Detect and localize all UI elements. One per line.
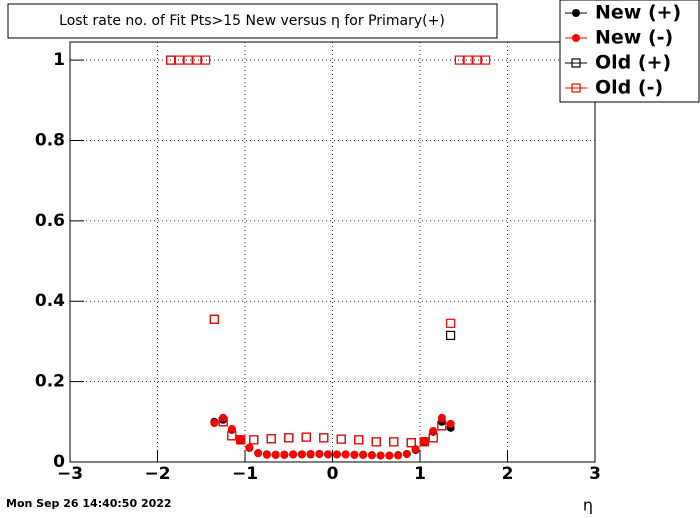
point bbox=[201, 55, 211, 65]
point bbox=[394, 451, 403, 460]
point bbox=[192, 55, 202, 65]
x-tick-label: −2 bbox=[144, 464, 170, 484]
legend-label: Old (-) bbox=[595, 77, 663, 99]
point bbox=[324, 450, 333, 459]
point bbox=[420, 437, 429, 446]
legend-marker bbox=[571, 83, 581, 93]
point bbox=[446, 318, 456, 328]
point bbox=[472, 55, 482, 65]
legend-box bbox=[559, 0, 700, 103]
legend-label: New (+) bbox=[595, 2, 681, 24]
point bbox=[236, 435, 246, 445]
point bbox=[210, 419, 219, 428]
point bbox=[406, 438, 416, 448]
point bbox=[183, 55, 193, 65]
point bbox=[481, 55, 491, 65]
point bbox=[280, 450, 289, 459]
point bbox=[284, 433, 294, 443]
point bbox=[429, 427, 438, 436]
point bbox=[245, 443, 254, 452]
point bbox=[289, 450, 298, 459]
point bbox=[350, 450, 359, 459]
point bbox=[227, 431, 237, 441]
point bbox=[336, 434, 346, 444]
point bbox=[463, 55, 473, 65]
point bbox=[437, 413, 446, 422]
point bbox=[227, 425, 236, 434]
point bbox=[209, 314, 219, 324]
point bbox=[419, 437, 429, 447]
point bbox=[297, 450, 306, 459]
point bbox=[249, 435, 259, 445]
point bbox=[218, 417, 228, 427]
legend-marker bbox=[572, 9, 580, 17]
point bbox=[262, 450, 271, 459]
legend-marker bbox=[571, 58, 581, 68]
point bbox=[301, 432, 311, 442]
y-tick-label: 0.4 bbox=[35, 291, 65, 311]
legend-label: New (-) bbox=[595, 27, 673, 49]
point bbox=[236, 435, 245, 444]
point bbox=[367, 451, 376, 460]
point bbox=[389, 437, 399, 447]
x-tick-label: −3 bbox=[57, 464, 83, 484]
point bbox=[376, 451, 385, 460]
point bbox=[254, 449, 263, 458]
point bbox=[454, 55, 464, 65]
point bbox=[332, 450, 341, 459]
timestamp: Mon Sep 26 14:40:50 2022 bbox=[6, 497, 172, 510]
x-tick-label: 2 bbox=[502, 464, 514, 484]
legend-marker bbox=[572, 34, 580, 42]
point bbox=[428, 433, 438, 443]
y-tick-label: 0.6 bbox=[35, 211, 65, 231]
chart-title: Lost rate no. of Fit Pts>15 New versus η… bbox=[59, 13, 445, 29]
point bbox=[341, 450, 350, 459]
x-tick-label: 0 bbox=[327, 464, 339, 484]
point bbox=[174, 55, 184, 65]
legend-label: Old (+) bbox=[595, 52, 671, 74]
point bbox=[402, 449, 411, 458]
point bbox=[359, 450, 368, 459]
point bbox=[446, 419, 455, 428]
point bbox=[166, 55, 176, 65]
point bbox=[371, 437, 381, 447]
point bbox=[315, 449, 324, 458]
x-axis-label: η bbox=[583, 496, 593, 515]
point bbox=[354, 435, 364, 445]
point bbox=[306, 449, 315, 458]
point bbox=[446, 330, 456, 340]
point bbox=[266, 434, 276, 444]
point bbox=[319, 433, 329, 443]
y-tick-label: 0.8 bbox=[35, 130, 65, 150]
x-tick-label: −1 bbox=[232, 464, 258, 484]
title-box bbox=[7, 3, 498, 39]
y-tick-label: 0.2 bbox=[35, 372, 65, 392]
y-tick-label: 1 bbox=[53, 50, 65, 70]
x-tick-label: 1 bbox=[414, 464, 426, 484]
point bbox=[385, 451, 394, 460]
x-tick-label: 3 bbox=[589, 464, 601, 484]
point bbox=[437, 421, 447, 431]
point bbox=[271, 450, 280, 459]
y-tick-label: 0 bbox=[53, 452, 65, 472]
